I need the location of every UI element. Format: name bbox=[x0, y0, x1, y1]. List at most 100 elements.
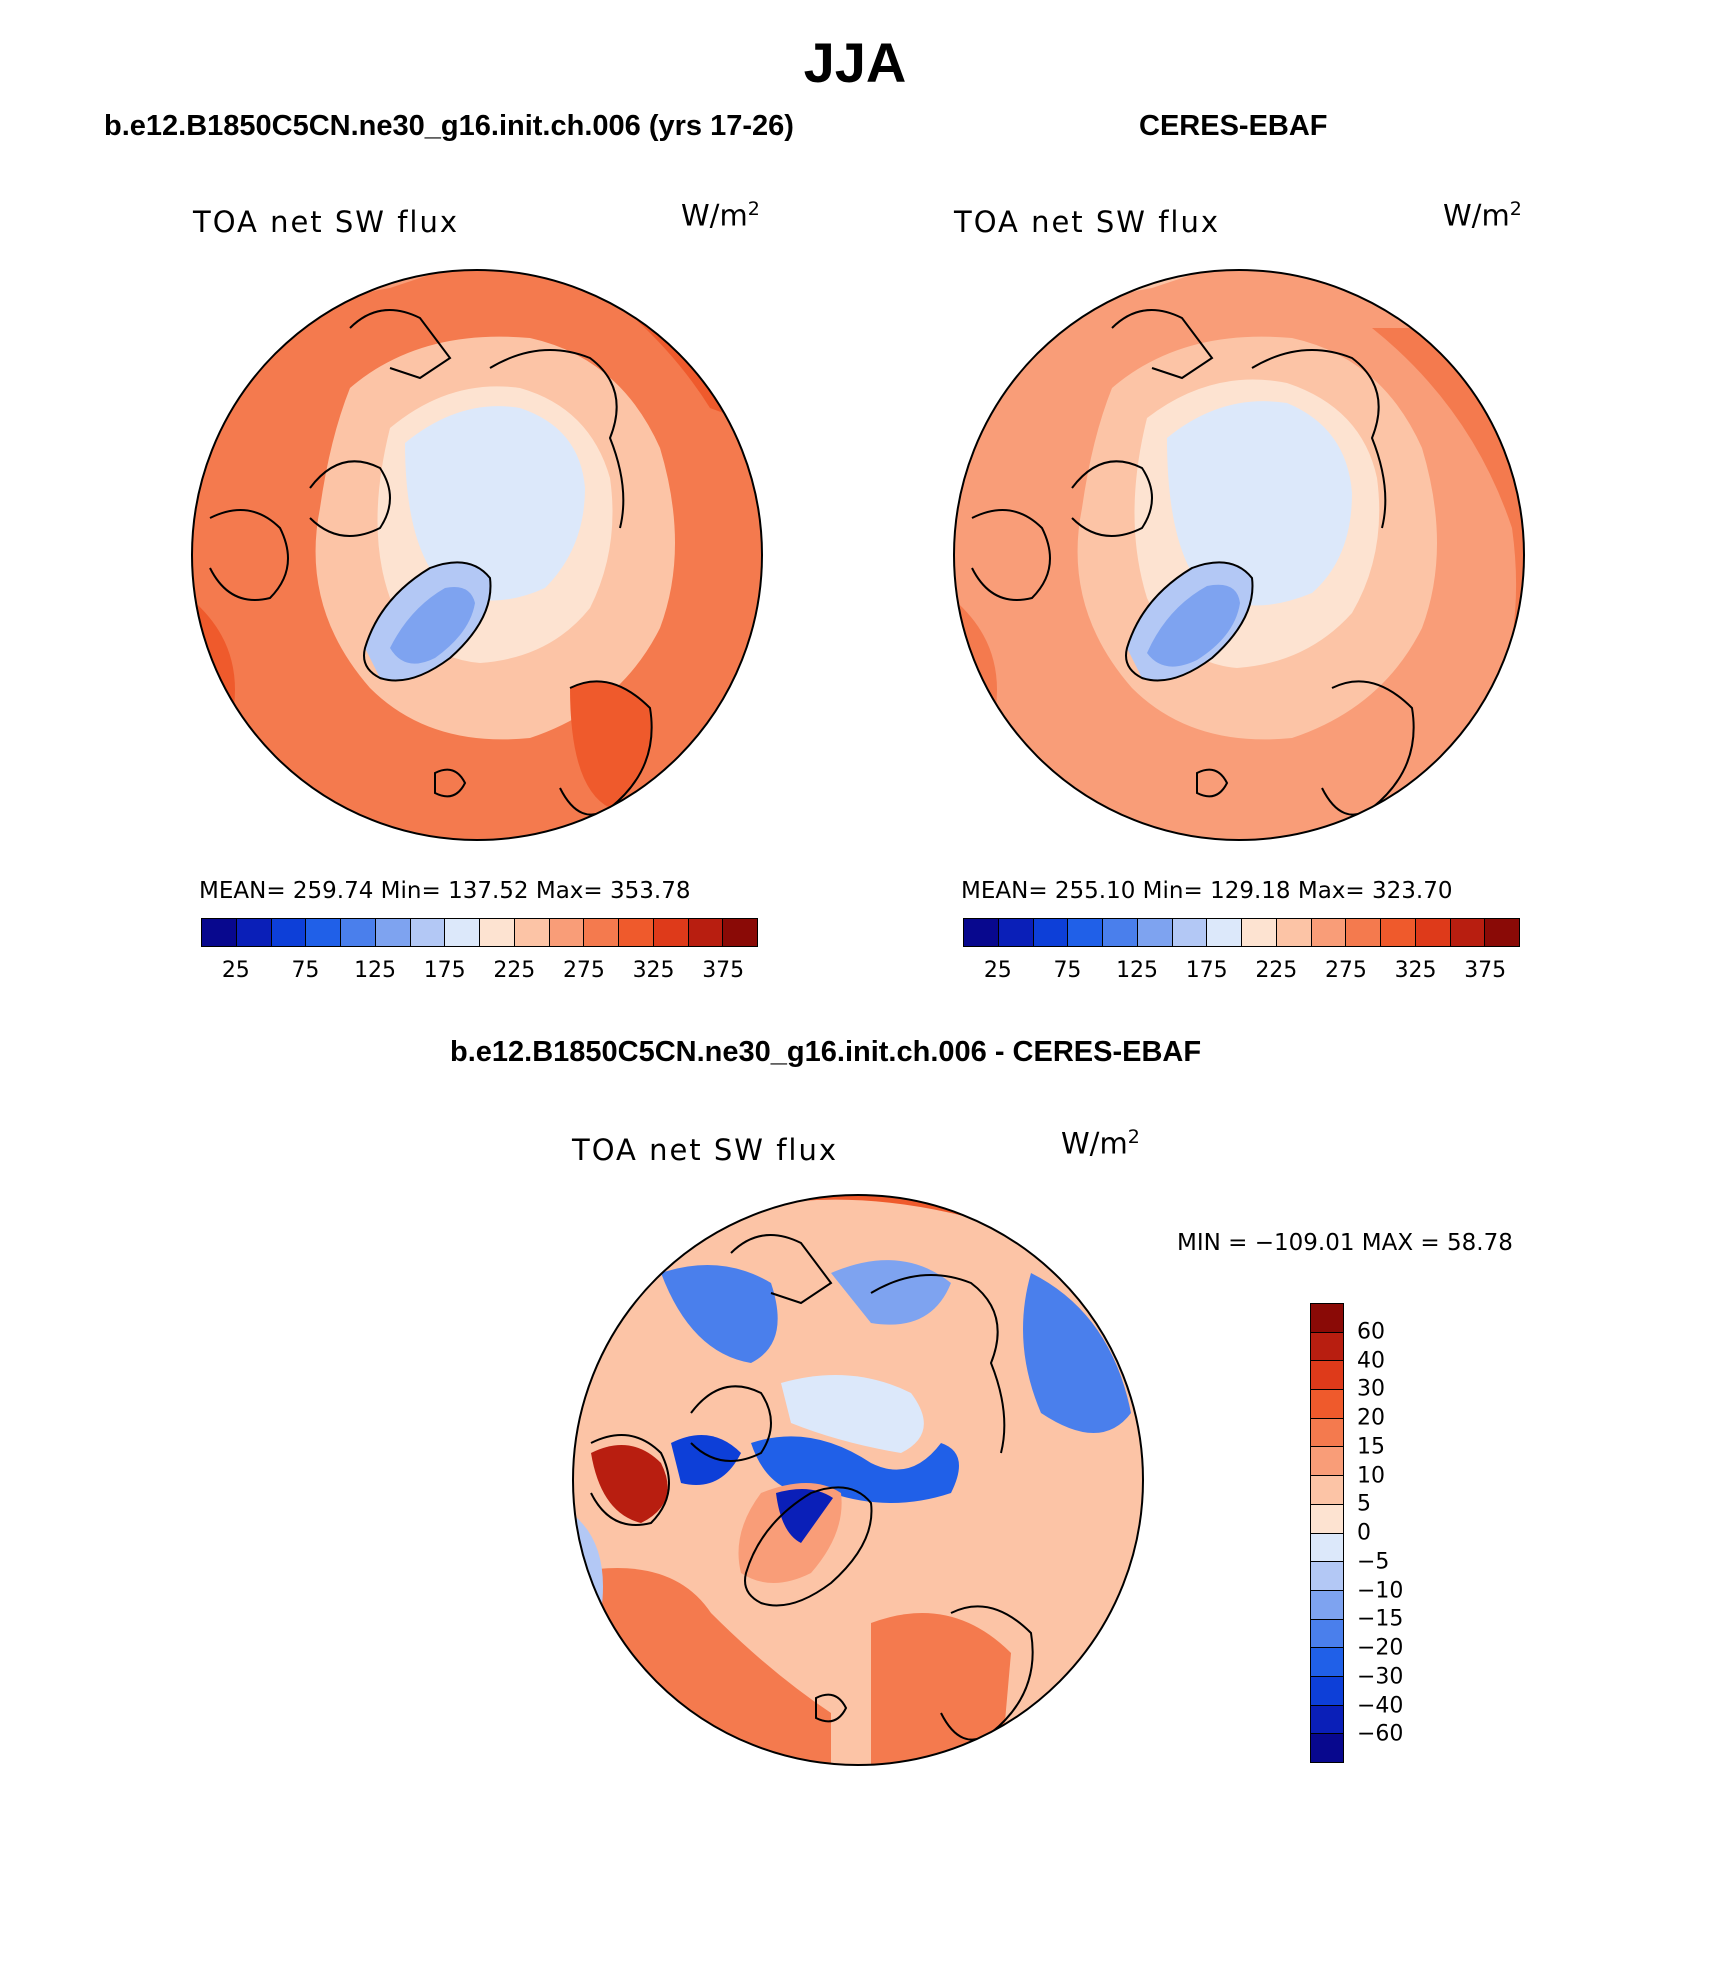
colorbar-box bbox=[1137, 919, 1173, 946]
panel-model-variable-label: TOA net SW flux bbox=[193, 205, 460, 239]
colorbar-tick-label: 30 bbox=[1357, 1376, 1385, 1402]
colorbar-box bbox=[688, 919, 724, 946]
panel-diff-title: b.e12.B1850C5CN.ne30_g16.init.ch.006 - C… bbox=[450, 1036, 1202, 1068]
colorbar-box bbox=[445, 919, 480, 946]
panel-obs-polar-map bbox=[953, 269, 1525, 841]
colorbar-box bbox=[1311, 1361, 1343, 1391]
colorbar-box bbox=[964, 919, 999, 946]
colorbar-tick-label: 10 bbox=[1357, 1463, 1385, 1488]
colorbar-box bbox=[202, 919, 237, 946]
colorbar-tick-label: 275 bbox=[1324, 958, 1367, 983]
panel-diff-variable-label: TOA net SW flux bbox=[572, 1133, 839, 1167]
colorbar-box bbox=[236, 919, 272, 946]
colorbar-tick-label: −15 bbox=[1357, 1606, 1404, 1632]
colorbar-tick-label: 325 bbox=[1394, 958, 1437, 983]
panel-obs-title: CERES-EBAF bbox=[1139, 110, 1328, 142]
colorbar-box bbox=[1311, 1504, 1343, 1534]
colorbar-box bbox=[549, 919, 585, 946]
colorbar-tick-label: 60 bbox=[1357, 1319, 1385, 1345]
colorbar-box bbox=[1311, 1619, 1343, 1649]
colorbar-tick-label: 375 bbox=[702, 958, 745, 983]
panel-diff-polar-map bbox=[572, 1194, 1144, 1766]
colorbar-tick-label: −20 bbox=[1357, 1635, 1404, 1661]
colorbar-box bbox=[1311, 1418, 1343, 1448]
colorbar-box bbox=[1311, 1705, 1343, 1735]
colorbar-box bbox=[1346, 919, 1381, 946]
colorbar-tick-label: 175 bbox=[1185, 958, 1228, 983]
colorbar-box bbox=[341, 919, 376, 946]
colorbar-box bbox=[1311, 1476, 1343, 1505]
colorbar-tick-label: 25 bbox=[221, 958, 250, 983]
colorbar-box bbox=[1311, 1734, 1343, 1762]
colorbar-box bbox=[653, 919, 689, 946]
colorbar-box bbox=[1311, 1590, 1343, 1620]
colorbar-box bbox=[1242, 919, 1277, 946]
colorbar-box bbox=[1276, 919, 1312, 946]
panel-model-title: b.e12.B1850C5CN.ne30_g16.init.ch.006 (yr… bbox=[104, 110, 794, 142]
colorbar-model bbox=[201, 918, 758, 947]
colorbar-tick-label: 275 bbox=[562, 958, 605, 983]
colorbar-tick-label: 20 bbox=[1357, 1405, 1385, 1431]
panel-model-stats: MEAN= 259.74 Min= 137.52 Max= 353.78 bbox=[199, 878, 691, 904]
colorbar-tick-label: 125 bbox=[354, 958, 397, 983]
colorbar-tick-label: 375 bbox=[1464, 958, 1507, 983]
colorbar-obs bbox=[963, 918, 1520, 947]
colorbar-box bbox=[584, 919, 619, 946]
colorbar-box bbox=[1311, 1533, 1343, 1563]
colorbar-model-ticks: 25 75 125 175 225 275 325 375 bbox=[201, 958, 758, 988]
colorbar-tick-label: 5 bbox=[1357, 1491, 1371, 1517]
colorbar-box bbox=[1311, 1562, 1343, 1591]
colorbar-box bbox=[271, 919, 307, 946]
colorbar-box bbox=[1381, 919, 1416, 946]
colorbar-diff-labels: 60 40 30 20 15 10 5 0 −5 −10 −15 −20 −30 −40 −60 bbox=[1357, 1303, 1477, 1763]
colorbar-box bbox=[1485, 919, 1519, 946]
colorbar-tick-label: 125 bbox=[1116, 958, 1159, 983]
colorbar-box bbox=[306, 919, 341, 946]
colorbar-box bbox=[1033, 919, 1069, 946]
colorbar-box bbox=[410, 919, 446, 946]
colorbar-box bbox=[1311, 919, 1347, 946]
panel-diff-units: W/m2 bbox=[1061, 1126, 1140, 1161]
colorbar-obs-ticks: 25 75 125 175 225 275 325 375 bbox=[963, 958, 1520, 988]
colorbar-tick-label: 75 bbox=[291, 958, 320, 983]
colorbar-tick-label: 225 bbox=[493, 958, 536, 983]
colorbar-box bbox=[1311, 1390, 1343, 1419]
panel-diff-stats: MIN = −109.01 MAX = 58.78 bbox=[1177, 1230, 1513, 1256]
colorbar-tick-label: −5 bbox=[1357, 1549, 1390, 1575]
colorbar-box bbox=[619, 919, 654, 946]
colorbar-box bbox=[723, 919, 757, 946]
colorbar-tick-label: 40 bbox=[1357, 1348, 1385, 1373]
panel-obs-stats: MEAN= 255.10 Min= 129.18 Max= 323.70 bbox=[961, 878, 1453, 904]
panel-obs-variable-label: TOA net SW flux bbox=[954, 205, 1221, 239]
colorbar-box bbox=[1311, 1447, 1343, 1477]
colorbar-box bbox=[1172, 919, 1208, 946]
colorbar-tick-label: −60 bbox=[1357, 1721, 1404, 1747]
colorbar-tick-label: 325 bbox=[632, 958, 675, 983]
panel-model-polar-map bbox=[191, 269, 763, 841]
colorbar-box bbox=[1207, 919, 1242, 946]
colorbar-box bbox=[480, 919, 515, 946]
panel-obs-units: W/m2 bbox=[1443, 198, 1522, 233]
colorbar-tick-label: 75 bbox=[1053, 958, 1082, 983]
colorbar-box bbox=[1415, 919, 1451, 946]
colorbar-tick-label: 175 bbox=[423, 958, 466, 983]
colorbar-tick-label: 225 bbox=[1255, 958, 1298, 983]
colorbar-box bbox=[1311, 1332, 1343, 1362]
colorbar-box bbox=[1311, 1676, 1343, 1706]
colorbar-box bbox=[375, 919, 411, 946]
colorbar-box bbox=[1311, 1648, 1343, 1677]
colorbar-diff bbox=[1310, 1303, 1344, 1763]
panel-model-units: W/m2 bbox=[681, 198, 760, 233]
colorbar-box bbox=[1311, 1304, 1343, 1333]
colorbar-box bbox=[1068, 919, 1103, 946]
colorbar-tick-label: 25 bbox=[983, 958, 1012, 983]
colorbar-tick-label: −30 bbox=[1357, 1664, 1404, 1690]
colorbar-box bbox=[998, 919, 1034, 946]
colorbar-tick-label: −10 bbox=[1357, 1578, 1404, 1603]
colorbar-tick-label: −40 bbox=[1357, 1693, 1404, 1718]
colorbar-tick-label: 0 bbox=[1357, 1520, 1371, 1546]
colorbar-box bbox=[1450, 919, 1486, 946]
figure-title: JJA bbox=[803, 31, 907, 94]
colorbar-box bbox=[514, 919, 550, 946]
colorbar-tick-label: 15 bbox=[1357, 1434, 1385, 1460]
